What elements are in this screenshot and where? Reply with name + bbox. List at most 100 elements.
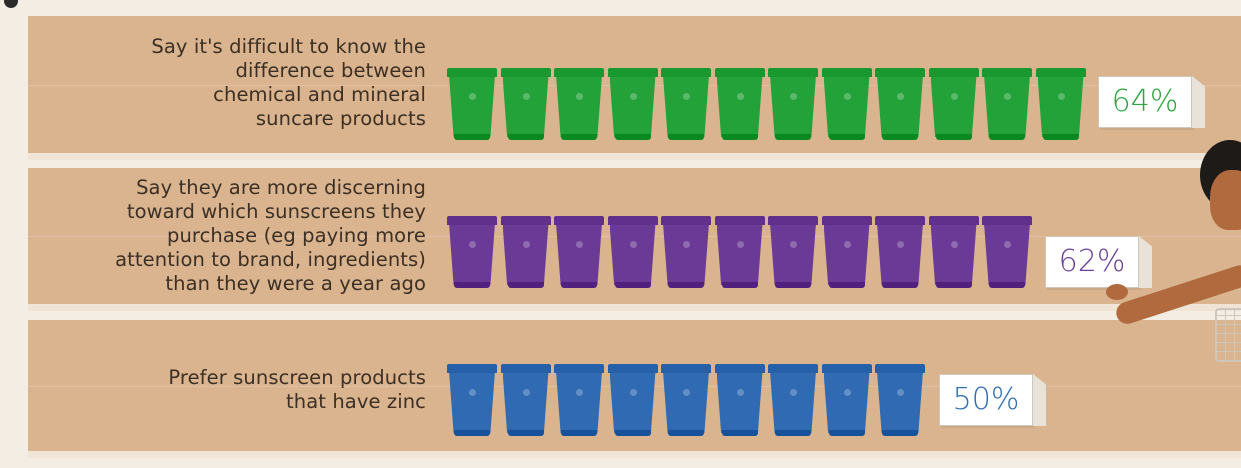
bottle-icon xyxy=(875,68,925,144)
bottle-body xyxy=(823,75,870,137)
bottle-cap xyxy=(607,364,658,373)
bottle-base xyxy=(775,430,811,436)
category-label: Say they are more discerning toward whic… xyxy=(115,176,426,295)
bottle-icon xyxy=(447,68,497,144)
bottle-icon xyxy=(982,68,1032,144)
bottle-icon xyxy=(768,364,818,440)
bottle-icon xyxy=(821,68,872,144)
bottle-icon xyxy=(607,364,658,440)
bottle-body xyxy=(716,223,763,285)
bottle-body xyxy=(663,75,709,137)
bottle-base xyxy=(721,282,758,288)
shelf-row: Say they are more discerning toward whic… xyxy=(28,168,1241,311)
bottle-body xyxy=(716,371,763,433)
bottle-icon xyxy=(661,364,711,440)
shelf-row: Say it's difficult to know the differenc… xyxy=(28,16,1241,160)
bottle-base xyxy=(935,282,972,288)
shelf-row: Prefer sunscreen products that have zinc xyxy=(28,320,1241,458)
bottle-cap xyxy=(875,216,925,225)
bottle-base xyxy=(989,134,1025,140)
bottle-body xyxy=(930,75,977,137)
bottle-cap xyxy=(928,68,979,77)
bottle-cap xyxy=(661,216,711,225)
value-label: 50% xyxy=(939,374,1033,426)
bottle-icon xyxy=(554,364,604,440)
bottle-cap xyxy=(500,364,551,373)
bottle-icon xyxy=(768,216,818,292)
bottle-base xyxy=(1042,134,1079,140)
bottle-base xyxy=(614,282,651,288)
shopper-hand-illustration xyxy=(1106,284,1128,300)
bottle-icon xyxy=(607,68,658,144)
bottle-base xyxy=(614,430,651,436)
bottle-cap xyxy=(982,68,1032,77)
bottle-body xyxy=(556,371,602,433)
bottle-body xyxy=(556,223,602,285)
bottle-body xyxy=(1037,75,1084,137)
bottle-cap xyxy=(714,68,765,77)
bottle-body xyxy=(449,371,495,433)
bottle-body xyxy=(502,75,549,137)
bottle-base xyxy=(989,282,1025,288)
category-label: Prefer sunscreen products that have zinc xyxy=(168,366,426,413)
bottle-icon xyxy=(821,364,872,440)
bottle-base xyxy=(614,134,651,140)
bottle-body xyxy=(609,223,656,285)
bottle-cap xyxy=(607,216,658,225)
bottle-cap xyxy=(661,68,711,77)
bottle-body xyxy=(502,223,549,285)
bottle-body xyxy=(770,75,816,137)
bottle-base xyxy=(507,430,544,436)
bottle-cap xyxy=(768,364,818,373)
bottle-base xyxy=(828,282,865,288)
bottle-icon xyxy=(982,216,1032,292)
bottle-cap xyxy=(554,364,604,373)
bottle-icon xyxy=(661,68,711,144)
bottle-base xyxy=(775,134,811,140)
bottle-body xyxy=(984,223,1030,285)
bottle-body xyxy=(877,371,923,433)
bottle-icon xyxy=(447,364,497,440)
bottle-cap xyxy=(714,216,765,225)
bottle-cap xyxy=(554,216,604,225)
bottle-icon xyxy=(661,216,711,292)
bottle-body xyxy=(877,223,923,285)
bottle-cap xyxy=(661,364,711,373)
cropped-graphic xyxy=(4,0,18,8)
bottle-base xyxy=(561,282,597,288)
bottle-base xyxy=(721,134,758,140)
bottle-icon xyxy=(875,364,925,440)
bottle-body xyxy=(609,75,656,137)
bottle-base xyxy=(668,134,704,140)
bottle-cap xyxy=(821,216,872,225)
bottle-base xyxy=(775,282,811,288)
bottle-base xyxy=(882,430,918,436)
bottle-body xyxy=(770,371,816,433)
bottle-icon xyxy=(875,216,925,292)
bottle-cap xyxy=(714,364,765,373)
bottle-icon xyxy=(554,216,604,292)
bottle-icon xyxy=(714,216,765,292)
bottle-icon xyxy=(714,68,765,144)
bottle-body xyxy=(823,223,870,285)
bottle-cap xyxy=(447,68,497,77)
top-strip xyxy=(0,0,1241,14)
bottle-base xyxy=(935,134,972,140)
bottle-body xyxy=(823,371,870,433)
bottle-base xyxy=(507,282,544,288)
bottle-cap xyxy=(768,216,818,225)
bottle-cap xyxy=(554,68,604,77)
basket-icon xyxy=(1215,308,1241,362)
bottle-base xyxy=(882,134,918,140)
bottle-cap xyxy=(447,216,497,225)
bottle-cap xyxy=(875,364,925,373)
bottle-base xyxy=(561,134,597,140)
bottle-cap xyxy=(768,68,818,77)
bottle-base xyxy=(668,282,704,288)
category-label: Say it's difficult to know the differenc… xyxy=(151,35,426,130)
bottle-body xyxy=(984,75,1030,137)
bottle-body xyxy=(449,223,495,285)
bottle-icon xyxy=(500,364,551,440)
bottle-icon xyxy=(928,216,979,292)
bottle-body xyxy=(609,371,656,433)
